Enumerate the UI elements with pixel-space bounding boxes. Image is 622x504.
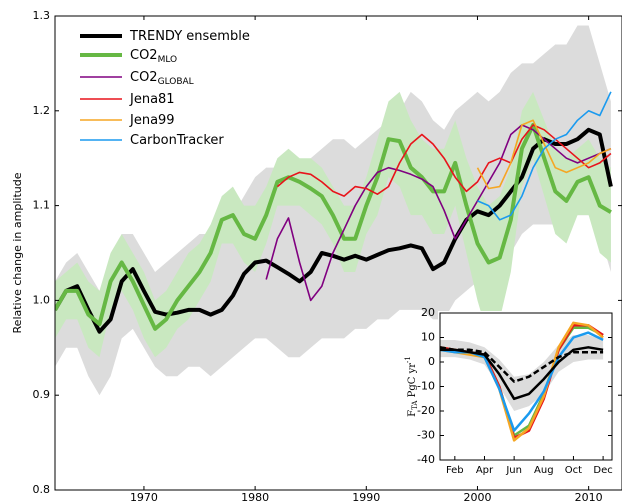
legend-sub: MLO	[158, 55, 178, 65]
x-tick-label: Apr	[476, 465, 494, 476]
series-line	[476, 119, 612, 190]
x-tick-label: Oct	[565, 465, 582, 476]
inset: -40 -30 -20 -10 0 10 20 Feb Apr Jun Aug Oct Dec FTA P…	[404, 306, 614, 476]
y-tick-label: 0.8	[33, 483, 51, 496]
legend-name: CarbonTracker	[130, 133, 224, 148]
x-tick-label: 1970	[130, 491, 158, 504]
y-axis-label-part: PgC yr	[407, 363, 418, 401]
legend-label: Jena81	[129, 92, 175, 107]
series-line	[440, 321, 604, 442]
legend-name: TRENDY ensemble	[129, 29, 250, 44]
y-tick-label: -20	[417, 404, 435, 417]
legend-label: CarbonTracker	[130, 133, 224, 148]
series-line	[265, 124, 612, 302]
y-tick-label: -40	[417, 453, 435, 466]
y-tick-label: 1.3	[33, 9, 51, 22]
legend-name: Jena99	[129, 113, 175, 128]
y-tick-label: 10	[421, 331, 435, 344]
x-tick-label: Aug	[534, 465, 554, 476]
legend-name: CO2	[130, 48, 158, 63]
y-tick-label: -30	[417, 429, 435, 442]
x-tick-label: 1990	[352, 491, 380, 504]
legend-label: CO2GLOBAL	[130, 70, 194, 87]
y-tick-label: 1.2	[33, 104, 51, 117]
legend-name: CO2	[130, 70, 158, 85]
plot-area	[440, 321, 604, 442]
y-tick-label: 0	[428, 355, 435, 368]
legend-label: CO2MLO	[130, 48, 177, 65]
y-axis-label: FTA PgC yr-1	[404, 356, 419, 417]
y-tick-label: 20	[421, 306, 435, 319]
x-tick-label: Jun	[505, 465, 522, 476]
legend-label: TRENDY ensemble	[129, 29, 250, 44]
legend-name: Jena81	[129, 92, 175, 107]
series-line	[477, 91, 612, 221]
y-tick-label: 1.1	[33, 199, 51, 212]
band	[55, 91, 611, 358]
legend-label: Jena99	[129, 113, 175, 128]
x-tick-label: 1980	[241, 491, 269, 504]
y-axis-label-sub: TA	[411, 400, 419, 410]
y-axis-label-part: F	[407, 410, 418, 417]
x-tick-label: Dec	[593, 465, 612, 476]
x-tick-label: 2010	[575, 491, 603, 504]
x-tick-label: 2000	[463, 491, 491, 504]
series-line	[440, 346, 604, 383]
y-axis-label: Relative change in amplitude	[11, 172, 24, 333]
series-line	[440, 346, 604, 401]
series-line	[55, 123, 612, 331]
plot-frame	[54, 15, 622, 491]
legend-sub: GLOBAL	[158, 77, 194, 87]
x-tick-label: Feb	[446, 465, 464, 476]
y-tick-label: 1.0	[33, 293, 51, 306]
y-axis-label-sup: -1	[404, 356, 412, 363]
y-tick-label: -10	[417, 380, 435, 393]
y-tick-label: 0.9	[33, 388, 51, 401]
plot-area	[55, 25, 613, 396]
